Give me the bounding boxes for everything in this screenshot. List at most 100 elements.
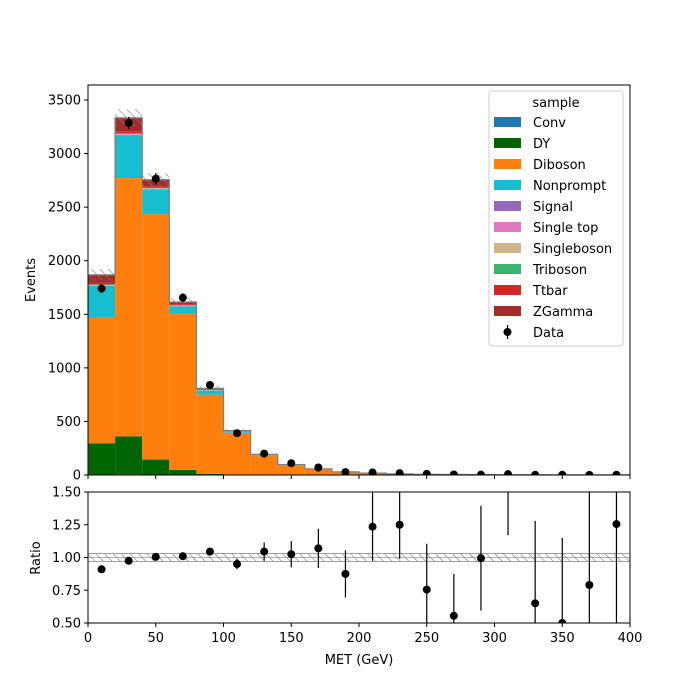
ratio-ytick-label-0: 0.50 — [52, 617, 81, 632]
ratio-ytick-label-4: 1.50 — [52, 486, 81, 501]
bar-dy-0 — [88, 443, 116, 475]
data-point-13 — [449, 470, 458, 475]
ratio-point-11 — [395, 520, 404, 529]
bar-diboson-2 — [142, 214, 170, 460]
main-y-axis-label: Events — [24, 258, 39, 302]
bar-nonprompt-1 — [115, 135, 143, 179]
x-axis-label: MET (GeV) — [325, 653, 394, 668]
bar-nonprompt-2 — [142, 189, 170, 215]
main-ytick-label-6: 3000 — [48, 147, 81, 162]
ratio-xtick-label-7: 350 — [550, 631, 575, 646]
ratio-point-14 — [476, 554, 485, 563]
bar-singleboson-2 — [142, 188, 170, 189]
ratio-xtick-label-5: 250 — [414, 631, 439, 646]
data-point-19 — [612, 470, 621, 475]
data-point-17 — [558, 470, 567, 475]
bar-nonprompt-4 — [196, 390, 224, 395]
ratio-point-13 — [449, 611, 458, 620]
data-point-9 — [341, 468, 350, 475]
data-point-14 — [476, 470, 485, 475]
main-ytick-label-2: 1000 — [48, 361, 81, 376]
legend-swatch-singleboson — [494, 243, 521, 253]
bar-ttbar-2 — [142, 186, 170, 188]
legend-label-dy: DY — [533, 137, 550, 152]
ratio-panel — [88, 492, 630, 623]
data-point-6 — [260, 449, 269, 458]
legend-swatch-zgamma — [494, 306, 521, 316]
legend-data-marker — [503, 328, 512, 336]
data-point-8 — [314, 463, 323, 472]
bar-diboson-6 — [250, 456, 278, 475]
ratio-point-1 — [124, 556, 133, 565]
ratio-points — [97, 492, 621, 623]
legend-swatch-conv — [494, 117, 521, 127]
legend-label-conv: Conv — [533, 116, 566, 131]
main-ytick-label-7: 3500 — [48, 94, 81, 109]
data-point-4 — [205, 381, 214, 389]
ratio-point-10 — [368, 522, 377, 531]
ratio-point-6 — [260, 547, 269, 556]
ratio-ytick-label-1: 0.75 — [52, 584, 81, 599]
ratio-point-9 — [341, 569, 350, 578]
legend-label-nonprompt: Nonprompt — [533, 179, 606, 194]
data-point-12 — [422, 469, 431, 475]
legend: sample Conv DY Diboson Nonprompt Signal Singl… — [488, 90, 624, 347]
legend-swatch-ttbar — [494, 285, 521, 295]
main-y-axis: 0 500 1000 1500 2000 2500 3000 3500 — [48, 94, 88, 484]
ratio-point-0 — [97, 565, 106, 574]
data-point-7 — [287, 459, 296, 468]
bar-dy-1 — [115, 436, 143, 475]
ratio-xtick-label-1: 50 — [147, 631, 164, 646]
legend-swatch-diboson — [494, 159, 521, 169]
bar-diboson-1 — [115, 178, 143, 437]
main-ytick-label-5: 2500 — [48, 201, 81, 216]
bar-diboson-4 — [196, 394, 224, 474]
legend-frame — [488, 90, 624, 347]
legend-label-diboson: Diboson — [533, 158, 586, 173]
legend-swatch-signal — [494, 201, 521, 211]
ratio-xtick-label-6: 300 — [482, 631, 507, 646]
data-point-10 — [368, 468, 377, 475]
ratio-xtick-label-4: 200 — [347, 631, 372, 646]
legend-swatch-dy — [494, 138, 521, 148]
ratio-ytick-label-2: 1.00 — [52, 551, 81, 566]
data-point-1 — [124, 119, 133, 128]
legend-label-triboson: Triboson — [532, 263, 587, 278]
ratio-point-16 — [531, 599, 540, 608]
ratio-point-2 — [151, 552, 160, 561]
bar-nonprompt-3 — [169, 306, 197, 314]
bar-diboson-8 — [304, 469, 332, 475]
data-point-16 — [531, 470, 540, 475]
ratio-point-18 — [585, 581, 594, 590]
legend-label-data: Data — [533, 326, 564, 341]
ratio-point-8 — [314, 544, 323, 553]
ratio-point-4 — [205, 547, 214, 556]
ratio-point-12 — [422, 585, 431, 594]
legend-label-ttbar: Ttbar — [532, 284, 568, 299]
legend-label-singleboson: Singleboson — [533, 242, 612, 257]
bar-singleboson-1 — [115, 133, 143, 135]
ratio-y-axis-label: Ratio — [29, 541, 44, 574]
data-point-18 — [585, 470, 594, 475]
ratio-point-19 — [612, 520, 621, 529]
ratio-xtick-label-8: 400 — [618, 631, 643, 646]
legend-label-signal: Signal — [533, 200, 573, 215]
legend-title: sample — [532, 96, 579, 111]
ratio-xtick-label-0: 0 — [84, 631, 92, 646]
ratio-xtick-label-3: 150 — [279, 631, 304, 646]
bar-dy-2 — [142, 459, 170, 475]
main-ytick-label-4: 2000 — [48, 254, 81, 269]
main-ytick-label-0: 0 — [73, 469, 81, 484]
bar-dy-3 — [169, 469, 197, 475]
legend-swatch-nonprompt — [494, 180, 521, 190]
legend-label-single-top: Single top — [533, 221, 598, 236]
data-point-0 — [97, 284, 106, 293]
legend-swatch-triboson — [494, 264, 521, 274]
ratio-point-7 — [287, 550, 296, 559]
ratio-ytick-label-3: 1.25 — [52, 518, 81, 533]
legend-items: Conv DY Diboson Nonprompt Signal Single top Si… — [494, 116, 612, 341]
main-x-axis — [87, 475, 631, 479]
data-point-11 — [395, 469, 404, 475]
data-point-15 — [504, 470, 513, 475]
